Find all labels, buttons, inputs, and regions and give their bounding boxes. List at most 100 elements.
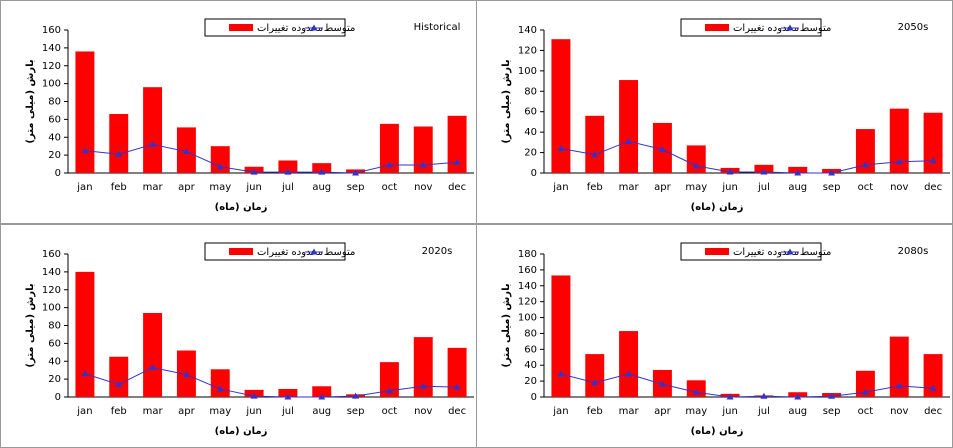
x-tick-label: mar: [619, 406, 640, 417]
mean-marker: [828, 169, 836, 176]
x-tick-label: nov: [414, 406, 432, 417]
mean-marker: [861, 388, 869, 395]
x-axis-label: زمان (ماه): [691, 202, 744, 213]
x-tick-label: apr: [178, 406, 195, 417]
x-tick-label: may: [209, 406, 231, 417]
mean-line: [84, 366, 458, 398]
bar: [889, 336, 909, 397]
y-tick-label: 60: [48, 114, 61, 125]
mean-marker: [929, 384, 937, 391]
mean-marker: [557, 370, 565, 377]
x-tick-label: jun: [721, 182, 737, 193]
legend-label: متوسط: [800, 23, 831, 34]
legend-label: محدوده تغییرات: [257, 247, 323, 258]
mean-marker: [828, 392, 836, 399]
mean-marker: [692, 388, 700, 395]
bar: [278, 160, 298, 173]
mean-marker: [625, 370, 633, 377]
y-tick-label: 60: [524, 344, 537, 355]
y-axis-label: بارش (میلی متر): [501, 59, 512, 143]
y-tick-label: 80: [48, 321, 61, 332]
y-axis-label: بارش (میلی متر): [501, 283, 512, 367]
y-axis-label: بارش (میلی متر): [25, 59, 36, 143]
bar: [278, 388, 298, 397]
mean-marker: [895, 158, 903, 165]
mean-marker: [81, 370, 89, 377]
bar: [312, 386, 332, 397]
y-tick-label: 80: [524, 86, 537, 97]
mean-marker: [794, 393, 802, 400]
x-tick-label: feb: [587, 182, 603, 193]
mean-marker: [385, 161, 393, 168]
legend-label: محدوده تغییرات: [733, 247, 799, 258]
mean-marker: [216, 163, 224, 170]
bar: [379, 123, 399, 173]
x-tick-label: apr: [178, 182, 195, 193]
x-tick-label: sep: [347, 182, 365, 193]
legend-marker: [786, 248, 794, 255]
x-tick-label: aug: [312, 406, 331, 417]
bar: [585, 354, 605, 397]
mean-marker: [250, 392, 258, 399]
bar: [109, 114, 129, 173]
x-tick-label: jan: [552, 182, 568, 193]
mean-marker: [419, 161, 427, 168]
x-axis-label: زمان (ماه): [691, 426, 744, 437]
y-tick-label: 0: [531, 168, 537, 179]
x-tick-label: oct: [858, 182, 874, 193]
y-tick-label: 120: [518, 45, 537, 56]
y-tick-label: 40: [48, 356, 61, 367]
bar: [923, 354, 943, 397]
x-tick-label: feb: [111, 182, 127, 193]
x-tick-label: oct: [382, 182, 398, 193]
y-tick-label: 60: [524, 107, 537, 118]
mean-marker: [658, 380, 666, 387]
x-tick-label: jun: [245, 182, 261, 193]
x-tick-label: sep: [823, 406, 841, 417]
mean-marker: [318, 168, 326, 175]
mean-marker: [895, 382, 903, 389]
bar: [619, 331, 639, 397]
bar: [379, 362, 399, 397]
x-tick-label: jul: [757, 406, 770, 417]
mean-marker: [284, 168, 292, 175]
mean-marker: [115, 150, 123, 157]
bar: [210, 369, 230, 397]
y-tick-label: 20: [48, 374, 61, 385]
bar: [143, 87, 163, 173]
x-tick-label: jun: [721, 406, 737, 417]
legend-box: [680, 18, 822, 37]
bar: [447, 347, 467, 397]
legend-box: [680, 242, 822, 261]
bar: [551, 39, 571, 173]
x-tick-label: may: [209, 182, 231, 193]
y-tick-label: 160: [42, 249, 61, 260]
x-tick-label: nov: [890, 182, 908, 193]
mean-marker: [794, 169, 802, 176]
mean-marker: [929, 157, 937, 164]
mean-marker: [385, 387, 393, 394]
y-tick-label: 60: [48, 338, 61, 349]
x-tick-label: aug: [788, 406, 807, 417]
mean-marker: [760, 168, 768, 175]
mean-marker: [284, 393, 292, 400]
x-tick-label: apr: [654, 406, 671, 417]
x-tick-label: feb: [111, 406, 127, 417]
bar: [210, 146, 230, 173]
legend-marker: [786, 24, 794, 31]
mean-marker: [318, 393, 326, 400]
chart-title: 2080s: [898, 246, 929, 257]
mean-line: [560, 373, 934, 398]
y-tick-label: 0: [55, 392, 61, 403]
y-tick-label: 20: [48, 150, 61, 161]
x-tick-label: mar: [619, 182, 640, 193]
x-tick-label: sep: [823, 182, 841, 193]
legend-swatch: [705, 248, 729, 255]
bar: [109, 356, 129, 397]
legend-label: متوسط: [800, 247, 831, 258]
mean-marker: [115, 380, 123, 387]
y-tick-label: 160: [518, 265, 537, 276]
y-tick-label: 100: [42, 303, 61, 314]
x-tick-label: jul: [281, 182, 294, 193]
